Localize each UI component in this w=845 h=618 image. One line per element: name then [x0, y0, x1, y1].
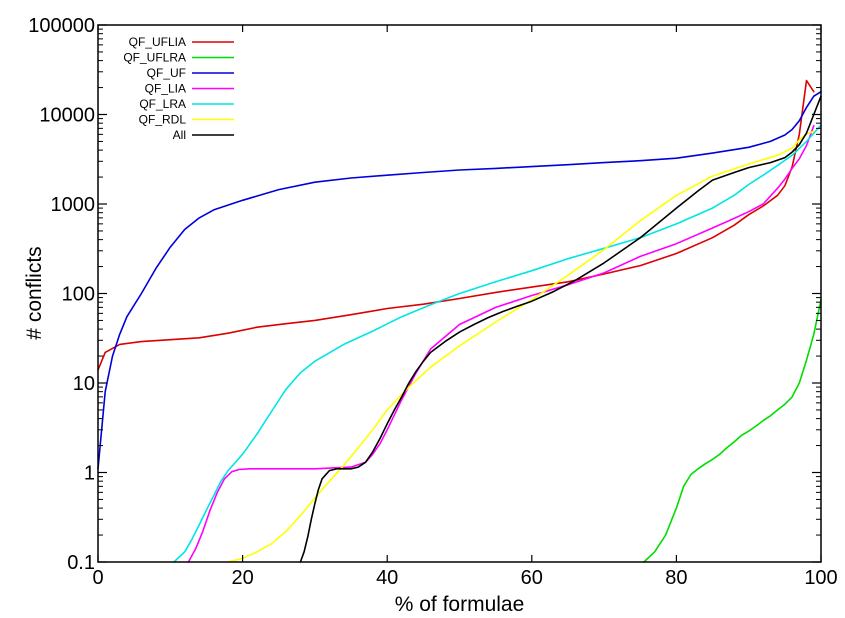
legend-label-all: All — [173, 128, 186, 142]
y-tick-label: 0.1 — [67, 552, 95, 574]
x-tick-label: 20 — [231, 567, 253, 589]
series-line-qf-rdl — [227, 130, 815, 563]
y-tick-label: 100 — [62, 284, 95, 306]
y-tick-label: 10000 — [39, 105, 95, 127]
y-tick-label: 100000 — [28, 15, 95, 37]
series-line-qf-lia — [187, 124, 815, 563]
x-tick-label: 100 — [804, 567, 837, 589]
axis-ticks: 0 20 40 60 80 100 0.1 1 10 100 1000 10000 100000 — [28, 15, 837, 589]
x-tick-label: 0 — [92, 567, 103, 589]
y-axis-title: # conflicts — [23, 246, 46, 339]
legend-label-qf-lra: QF_LRA — [139, 97, 186, 111]
legend-label-qf-uflra: QF_UFLRA — [123, 51, 186, 65]
legend-label-qf-uf: QF_UF — [147, 66, 186, 80]
series-line-qf-uflra — [643, 298, 822, 563]
legend-label-qf-lia: QF_LIA — [145, 82, 186, 96]
series-line-qf-lra — [173, 124, 822, 563]
series-line-qf-uf — [97, 90, 822, 470]
y-tick-label: 1 — [84, 463, 95, 485]
series-line-all — [299, 95, 822, 563]
legend-label-qf-uflia: QF_UFLIA — [129, 35, 186, 49]
x-tick-label: 60 — [521, 567, 543, 589]
x-tick-label: 40 — [376, 567, 398, 589]
series-curves — [97, 79, 822, 563]
y-tick-label: 10 — [73, 373, 95, 395]
x-axis-title: % of formulae — [395, 593, 525, 616]
x-tick-label: 80 — [665, 567, 687, 589]
series-line-qf-uflia — [97, 79, 815, 371]
legend-label-qf-rdl: QF_RDL — [139, 113, 187, 127]
y-tick-label: 1000 — [51, 194, 96, 216]
